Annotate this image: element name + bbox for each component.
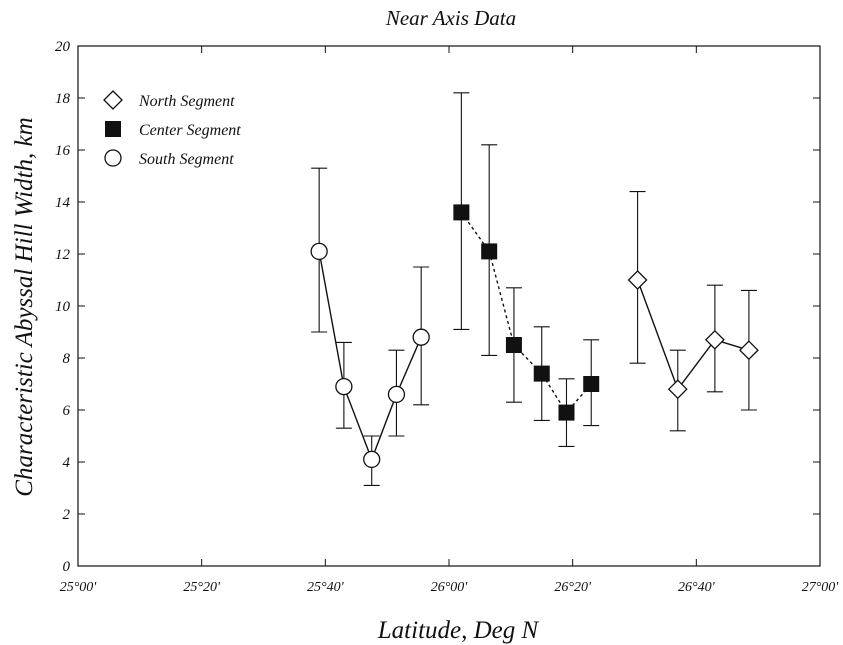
x-tick-label: 26°00' — [431, 580, 469, 595]
center-segment-point — [533, 365, 550, 382]
y-tick-label: 4 — [63, 455, 71, 471]
legend-label-center-segment: Center Segment — [139, 122, 241, 139]
plot-area: 0 2 4 6 8 10 12 14 16 18 20 25°00' 25°20' 25°40' 26°00… — [55, 39, 839, 595]
north-segment-point — [738, 340, 759, 361]
south-segment-point — [412, 328, 430, 346]
legend-marker-south-segment — [104, 149, 122, 167]
center-segment-point — [558, 404, 575, 421]
y-tick-label: 0 — [63, 559, 71, 575]
legend-marker-center-segment — [105, 121, 121, 137]
y-tick-label: 18 — [55, 91, 71, 107]
x-tick-label: 25°20' — [183, 580, 221, 595]
y-tick-label: 14 — [55, 195, 71, 211]
y-axis-label: Characteristic Abyssal Hill Width, km — [11, 117, 38, 496]
x-tick-label: 26°40' — [678, 580, 716, 595]
south-segment-point — [310, 242, 328, 261]
legend-label-north-segment: North Segment — [138, 93, 235, 110]
chart-title: Near Axis Data — [385, 6, 516, 30]
south-segment-point — [363, 450, 381, 469]
y-tick-label: 10 — [55, 299, 71, 315]
x-tick-label: 26°20' — [554, 580, 592, 595]
south-segment-line — [318, 251, 422, 462]
center-segment-point — [453, 204, 470, 221]
y-tick-label: 12 — [55, 247, 71, 263]
x-tick-label: 25°00' — [60, 580, 98, 595]
center-segment-point — [505, 337, 522, 353]
south-segment-point — [335, 377, 353, 396]
x-axis-label: Latitude, Deg N — [377, 617, 540, 644]
north-segment-point — [667, 379, 688, 400]
north-segment-line — [636, 279, 750, 391]
y-tick-label: 2 — [63, 507, 71, 523]
south-segment-point — [387, 385, 406, 404]
center-segment-point — [481, 243, 498, 260]
center-segment-line — [460, 211, 592, 414]
north-segment-point — [627, 270, 648, 290]
x-tick-label: 25°40' — [307, 580, 345, 595]
legend-label-south-segment: South Segment — [139, 151, 234, 168]
north-segment-point — [704, 329, 725, 350]
legend-marker-north-segment — [103, 90, 123, 110]
x-tick-label: 27°00' — [802, 580, 840, 595]
y-tick-label: 20 — [55, 39, 71, 55]
y-tick-label: 16 — [55, 143, 71, 159]
center-segment-point — [583, 376, 600, 392]
y-tick-label: 8 — [63, 351, 71, 367]
y-tick-label: 6 — [63, 403, 71, 419]
